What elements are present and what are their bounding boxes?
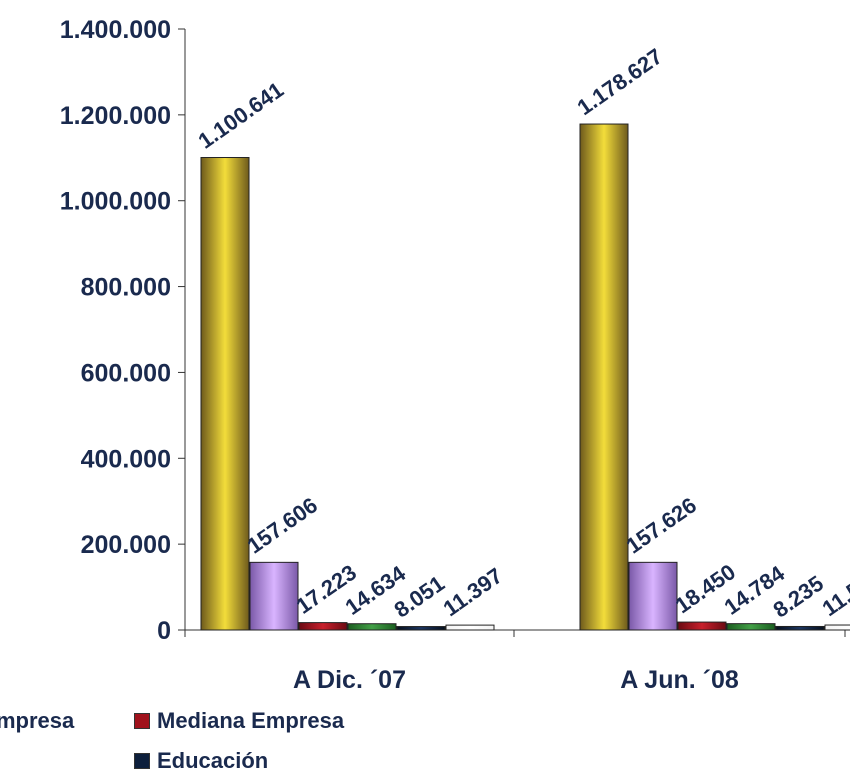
bar bbox=[200, 157, 250, 631]
bar bbox=[775, 625, 825, 631]
bar bbox=[249, 561, 299, 631]
y-tick-label: 800.000 bbox=[81, 274, 171, 302]
legend-item-mediana-empresa: Mediana Empresa bbox=[134, 708, 344, 734]
y-tick-label: 400.000 bbox=[81, 445, 171, 473]
bar bbox=[445, 624, 495, 631]
data-label: 157.626 bbox=[622, 492, 701, 558]
bar bbox=[298, 622, 348, 631]
bar bbox=[628, 561, 678, 631]
y-tick-label: 1.000.000 bbox=[60, 188, 171, 216]
y-tick-label: 1.400.000 bbox=[60, 16, 171, 44]
data-label: 157.606 bbox=[243, 492, 322, 558]
bar bbox=[347, 623, 397, 631]
legend-label-mediana-empresa: Mediana Empresa bbox=[157, 708, 345, 733]
y-tick-label: 600.000 bbox=[81, 359, 171, 387]
y-tick-label: 0 bbox=[157, 617, 171, 645]
y-tick-label: 1.200.000 bbox=[60, 102, 171, 130]
legend-label-educacion: Educación bbox=[157, 748, 269, 773]
bar-chart: 0 200.000 400.000 600.000 800.000 1.000.000 1.… bbox=[60, 16, 850, 694]
data-label: 11.397 bbox=[439, 563, 507, 621]
legend-item-partial: mpresa bbox=[0, 708, 74, 734]
category-label: A Dic. ´07 bbox=[293, 666, 406, 694]
bar bbox=[726, 623, 776, 631]
legend-label-partial: mpresa bbox=[0, 708, 75, 733]
bar bbox=[677, 621, 727, 631]
legend: mpresa Mediana Empresa Educación bbox=[0, 700, 850, 773]
data-label: 1.178.627 bbox=[573, 44, 668, 121]
legend-swatch-educacion bbox=[134, 753, 150, 769]
y-tick-label: 200.000 bbox=[81, 531, 171, 559]
legend-item-educacion: Educación bbox=[134, 748, 268, 774]
data-label: 1.100.641 bbox=[194, 77, 289, 154]
legend-swatch-mediana-empresa bbox=[134, 713, 150, 729]
bar bbox=[824, 624, 850, 631]
category-label: A Jun. ´08 bbox=[620, 666, 739, 694]
bar bbox=[579, 123, 629, 631]
bar bbox=[396, 626, 446, 631]
